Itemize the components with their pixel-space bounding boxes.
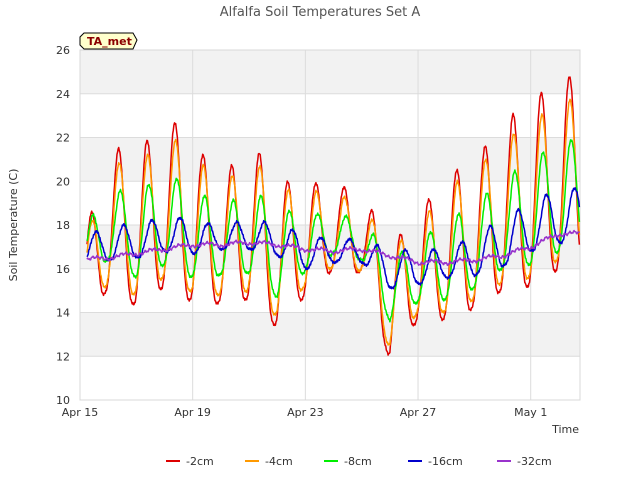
y-tick-label: 18: [56, 219, 70, 232]
series-line-32cm: [86, 229, 581, 267]
legend-item-4cm: -4cm: [245, 455, 293, 468]
plot-band: [80, 137, 580, 182]
legend-item-8cm: -8cm: [324, 455, 372, 468]
y-tick-label: 20: [56, 175, 70, 188]
plot-band: [80, 356, 580, 400]
plot-band: [80, 181, 580, 225]
y-tick-label: 10: [56, 394, 70, 407]
badge-box: [79, 32, 138, 50]
y-tick-label: 16: [56, 263, 70, 276]
y-tick-labels: 10 12 14 16 18 20 22 24 26: [56, 44, 70, 407]
x-tick-label: Apr 15: [62, 406, 99, 419]
legend: -2cm -4cm -8cm -16cm -32cm: [166, 455, 552, 468]
x-tick-label: May 1: [514, 406, 547, 419]
x-tick-labels: Apr 15 Apr 19 Apr 23 Apr 27 May 1: [62, 406, 548, 419]
x-axis-label: Time: [551, 423, 579, 436]
y-tick-label: 26: [56, 44, 70, 57]
plot-band: [80, 50, 580, 94]
x-tick-label: Apr 27: [400, 406, 437, 419]
legend-item-16cm: -16cm: [408, 455, 463, 468]
legend-label: -16cm: [428, 455, 463, 468]
plot-band: [80, 268, 580, 313]
x-tick-label: Apr 23: [287, 406, 324, 419]
plot-bands: [80, 50, 580, 400]
legend-label: -4cm: [265, 455, 293, 468]
legend-label: -32cm: [517, 455, 552, 468]
legend-label: -2cm: [186, 455, 214, 468]
plot-band: [80, 93, 580, 138]
ta-met-badge: TA_met: [79, 32, 138, 50]
series-line-16cm: [86, 187, 581, 290]
legend-item-32cm: -32cm: [497, 455, 552, 468]
y-tick-label: 22: [56, 132, 70, 145]
legend-item-2cm: -2cm: [166, 455, 214, 468]
series-line-4cm: [86, 98, 581, 346]
y-tick-label: 12: [56, 350, 70, 363]
y-tick-label: 14: [56, 307, 70, 320]
y-axis-label: Soil Temperature (C): [7, 169, 20, 282]
y-tick-label: 24: [56, 88, 70, 101]
series-layer: [86, 76, 581, 356]
x-tick-label: Apr 19: [174, 406, 211, 419]
plot-band: [80, 312, 580, 357]
legend-label: -8cm: [344, 455, 372, 468]
badge-label: TA_met: [87, 35, 132, 48]
chart-title: Alfalfa Soil Temperatures Set A: [220, 5, 421, 20]
plot-area-border: [79, 49, 581, 401]
